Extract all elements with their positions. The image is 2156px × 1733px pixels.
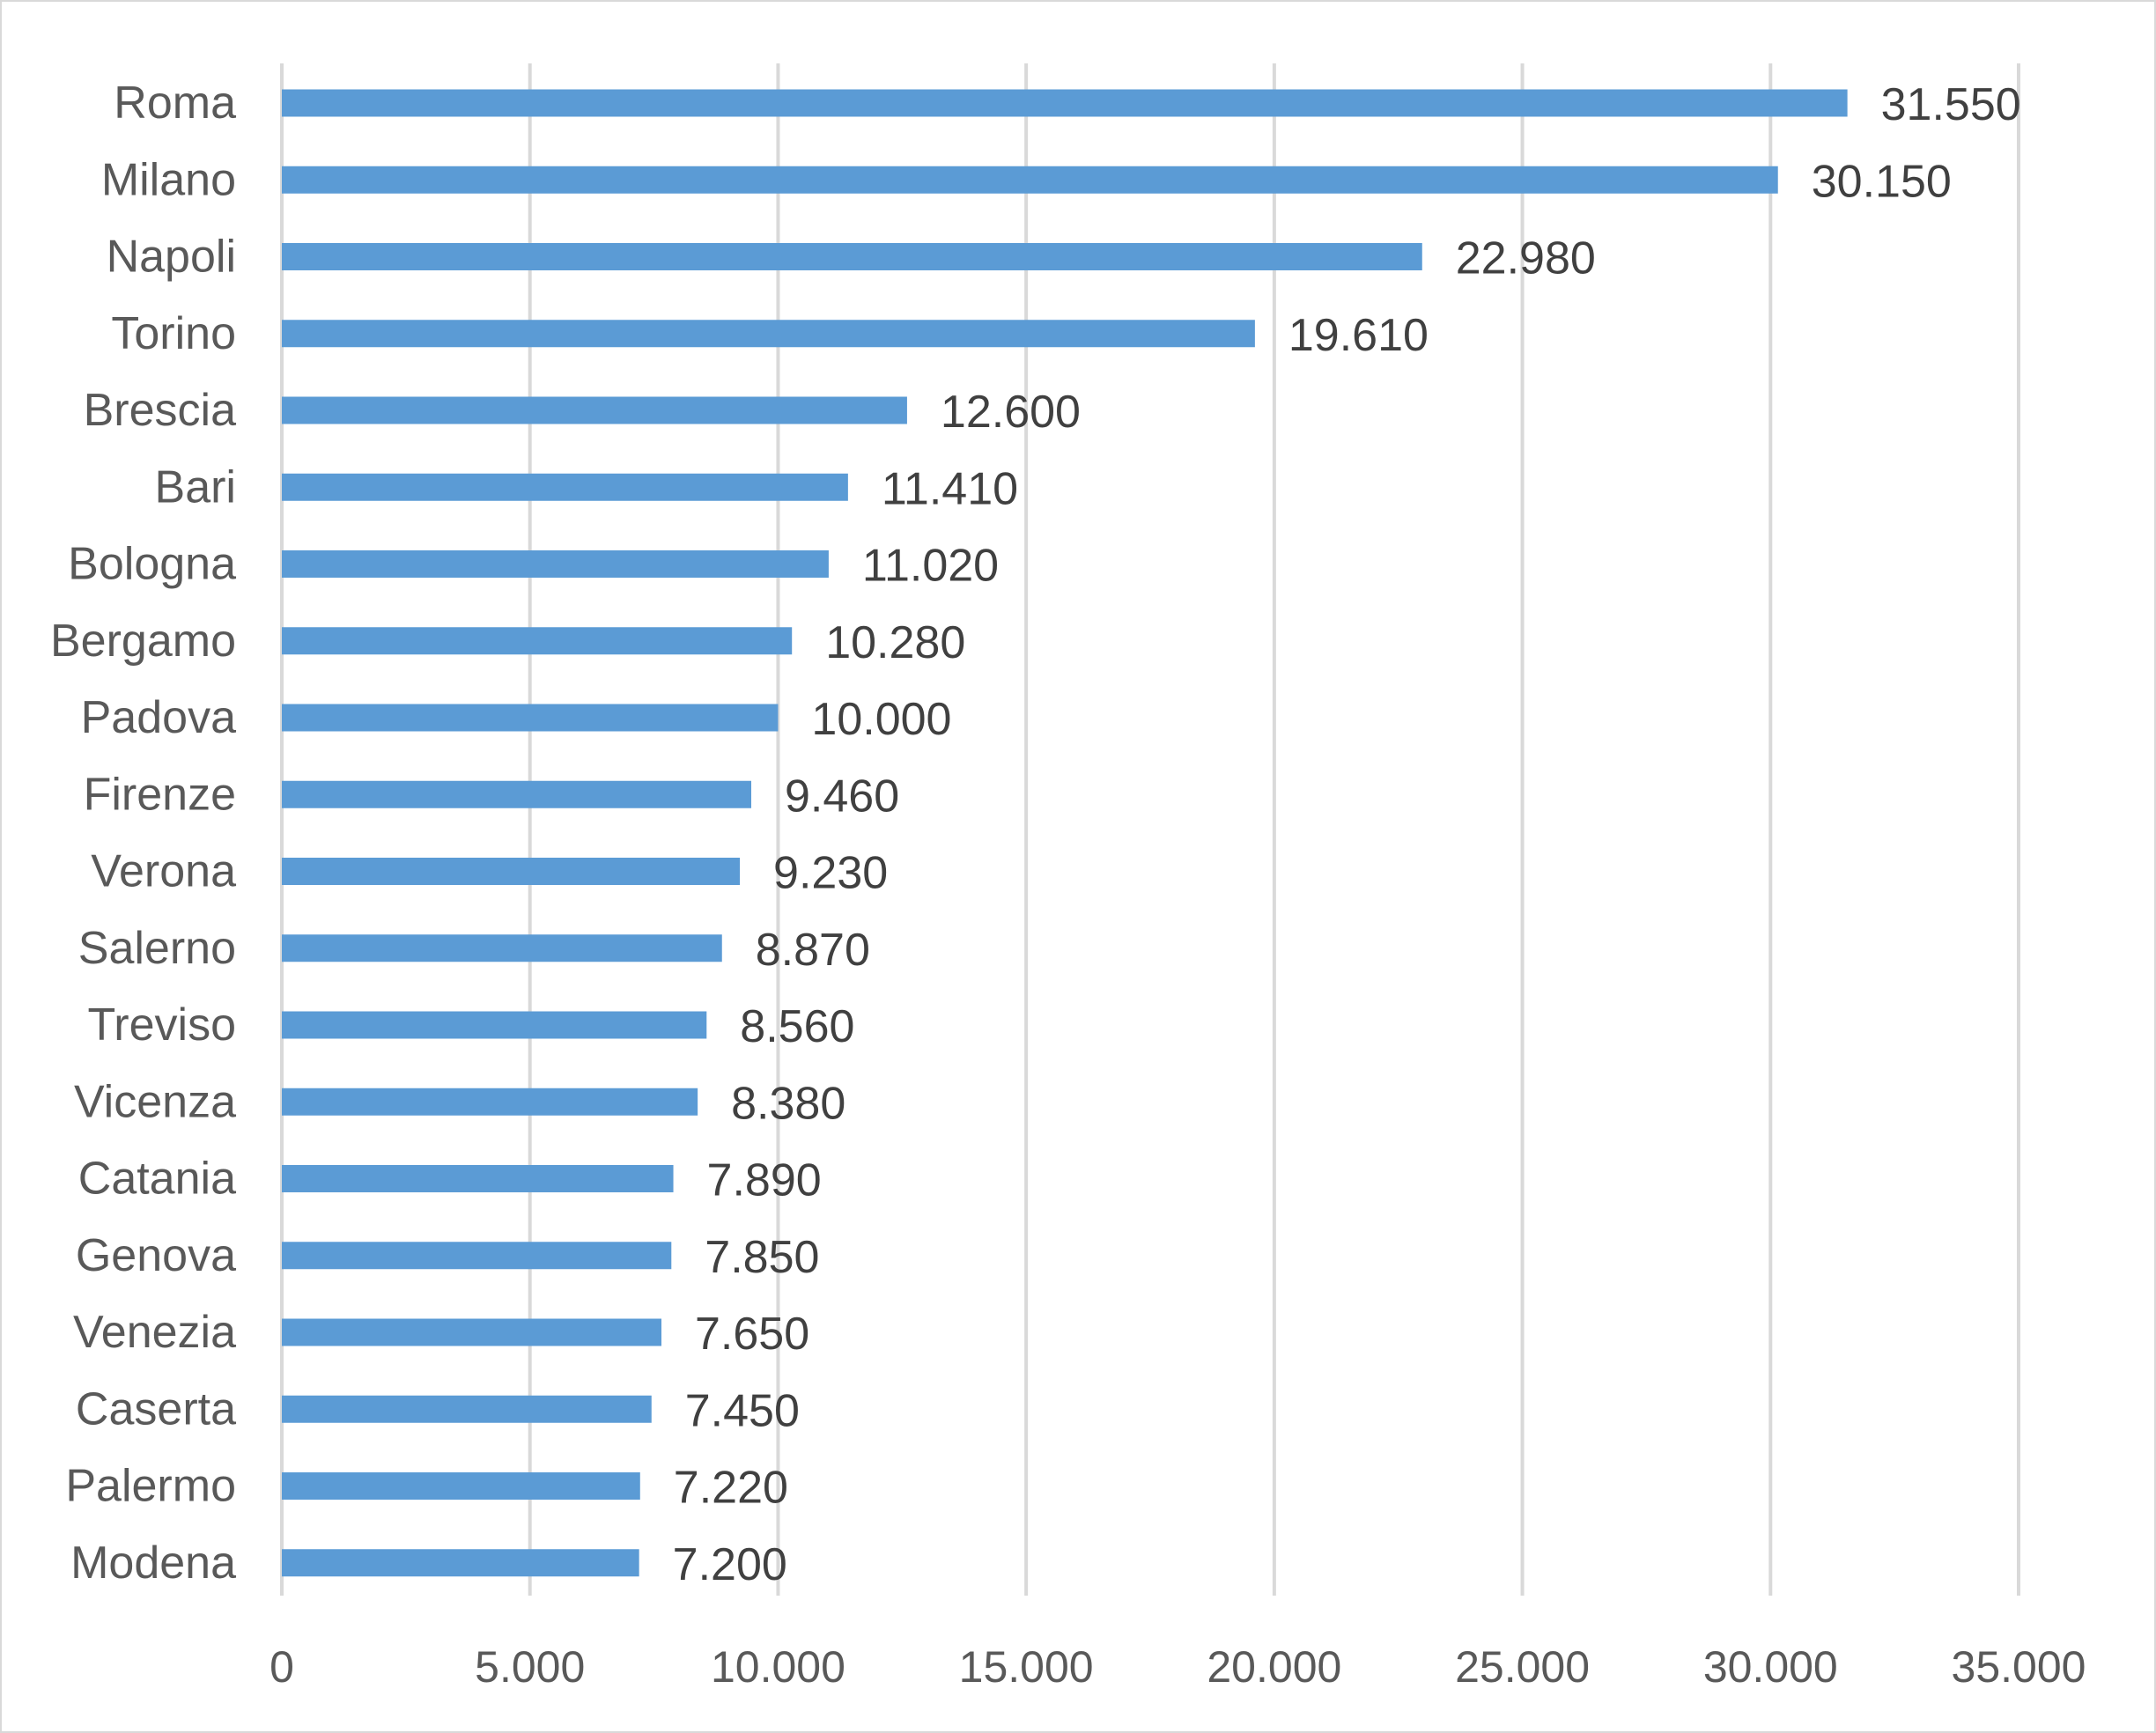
category-label: Caserta	[76, 1383, 236, 1434]
x-tick-label: 5.000	[475, 1642, 585, 1692]
x-tick-label: 35.000	[1952, 1642, 2086, 1692]
category-label: Venezia	[73, 1307, 236, 1358]
category-label: Brescia	[84, 385, 236, 436]
data-label: 22.980	[1456, 233, 1596, 284]
bar	[282, 934, 722, 962]
bar	[282, 1165, 674, 1192]
bar	[282, 1242, 672, 1270]
data-label: 11.020	[862, 541, 999, 592]
category-label: Salerno	[78, 923, 236, 974]
category-label: Bergamo	[50, 616, 236, 667]
category-label: Palermo	[65, 1461, 236, 1512]
category-label: Catania	[78, 1154, 236, 1205]
data-label: 31.550	[1881, 79, 2021, 130]
data-label: 19.610	[1288, 310, 1429, 361]
bar	[282, 704, 779, 732]
data-label: 10.280	[825, 617, 965, 668]
bar	[282, 858, 741, 885]
category-label: Firenze	[84, 769, 236, 820]
category-labels: Roma Milano Napoli Torino Brescia Bari Bologna…	[50, 77, 236, 1589]
bar	[282, 243, 1422, 270]
gridlines	[280, 63, 2020, 1596]
data-label: 30.150	[1812, 156, 1952, 207]
bar	[282, 89, 1848, 117]
category-label: Milano	[101, 154, 236, 205]
data-label: 10.000	[811, 694, 951, 745]
x-tick-label: 15.000	[959, 1642, 1094, 1692]
data-label: 9.460	[785, 771, 899, 822]
bar	[282, 396, 907, 424]
x-tick-label: 25.000	[1455, 1642, 1590, 1692]
data-label: 12.600	[941, 387, 1081, 438]
bar	[282, 1318, 662, 1346]
x-axis-tick-labels: 0 5.000 10.000 15.000 20.000 25.000 30.000 35.0…	[270, 1642, 2086, 1692]
data-label: 7.220	[674, 1463, 788, 1514]
bar	[282, 780, 752, 808]
bar	[282, 1011, 707, 1039]
bar	[282, 320, 1255, 348]
bar	[282, 1549, 639, 1577]
bar	[282, 1395, 652, 1423]
data-label: 8.380	[731, 1078, 845, 1129]
data-labels: 31.550 30.150 22.980 19.610 12.600 11.410 11.0…	[673, 79, 2021, 1590]
x-tick-label: 0	[270, 1642, 294, 1692]
category-label: Modena	[70, 1538, 236, 1589]
data-label: 7.200	[673, 1539, 787, 1590]
category-label: Treviso	[87, 999, 236, 1051]
data-label: 7.850	[705, 1232, 819, 1283]
bar	[282, 1088, 698, 1116]
data-label: 7.450	[685, 1385, 800, 1436]
data-label: 9.230	[773, 848, 888, 899]
category-label: Bari	[155, 461, 236, 513]
category-label: Torino	[111, 308, 236, 359]
category-label: Roma	[114, 77, 236, 129]
category-label: Verona	[91, 846, 236, 897]
data-label: 8.560	[740, 1001, 854, 1052]
bar	[282, 473, 848, 501]
bar	[282, 1472, 640, 1500]
category-label: Padova	[81, 692, 236, 743]
data-label: 7.890	[707, 1155, 822, 1206]
data-label: 11.410	[882, 463, 1018, 514]
bar	[282, 550, 829, 578]
bar	[282, 627, 793, 655]
bars	[282, 89, 1848, 1577]
category-label: Genova	[76, 1230, 236, 1281]
bar	[282, 166, 1778, 194]
data-label: 7.650	[695, 1309, 809, 1360]
x-tick-label: 10.000	[711, 1642, 845, 1692]
category-label: Vicenza	[74, 1076, 236, 1127]
x-tick-label: 30.000	[1703, 1642, 1838, 1692]
category-label: Napoli	[107, 232, 236, 283]
data-label: 8.870	[756, 925, 870, 976]
category-label: Bologna	[68, 539, 236, 590]
x-tick-label: 20.000	[1207, 1642, 1341, 1692]
